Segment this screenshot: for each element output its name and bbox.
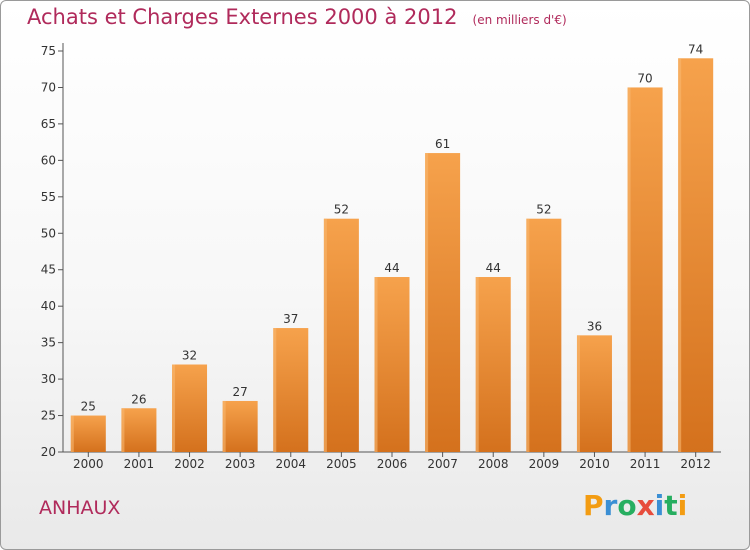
bar-highlight [323, 218, 327, 452]
bar-highlight [374, 277, 378, 452]
logo-letter: o [617, 489, 637, 522]
bar [222, 400, 258, 452]
x-tick-label: 2010 [579, 457, 610, 471]
y-tick-label: 75 [41, 44, 56, 58]
bar-value-label: 44 [486, 261, 501, 275]
chart-title-block: Achats et Charges Externes 2000 à 2012 (… [27, 5, 567, 29]
bar [273, 328, 309, 452]
x-tick-label: 2006 [377, 457, 408, 471]
y-tick-label: 60 [41, 153, 56, 167]
logo-letter: i [677, 489, 688, 522]
bar-highlight [526, 218, 530, 452]
bar-value-label: 32 [182, 349, 197, 363]
bar-value-label: 61 [435, 137, 450, 151]
x-tick-label: 2003 [225, 457, 256, 471]
y-tick-label: 55 [41, 190, 56, 204]
bar-value-label: 44 [384, 261, 399, 275]
bar [526, 218, 562, 452]
bar [70, 415, 106, 452]
x-tick-label: 2012 [680, 457, 711, 471]
bar-value-label: 26 [131, 392, 146, 406]
bar-value-label: 36 [587, 319, 602, 333]
y-tick-label: 45 [41, 263, 56, 277]
chart-unit: (en milliers d'€) [472, 13, 567, 27]
bar [425, 153, 461, 452]
x-tick-label: 2011 [630, 457, 661, 471]
bar [323, 218, 359, 452]
proxiti-logo: Proxiti [583, 489, 687, 522]
x-tick-label: 2007 [427, 457, 458, 471]
y-tick-label: 50 [41, 226, 56, 240]
bar-highlight [678, 58, 682, 453]
bar-highlight [70, 415, 74, 452]
logo-letter: P [583, 489, 604, 522]
bar-value-label: 37 [283, 312, 298, 326]
x-tick-label: 2009 [529, 457, 560, 471]
bar-value-label: 25 [81, 400, 96, 414]
x-tick-label: 2005 [326, 457, 357, 471]
bar [475, 277, 511, 452]
y-tick-label: 65 [41, 117, 56, 131]
y-tick-label: 30 [41, 372, 56, 386]
chart-title: Achats et Charges Externes 2000 à 2012 [27, 5, 458, 29]
bar [576, 335, 612, 452]
x-tick-label: 2004 [275, 457, 306, 471]
bar-highlight [121, 408, 125, 452]
bar-highlight [273, 328, 277, 452]
y-tick-label: 25 [41, 409, 56, 423]
bar [374, 277, 410, 452]
y-tick-label: 20 [41, 445, 56, 459]
bar-value-label: 74 [688, 42, 703, 56]
bar-highlight [576, 335, 580, 452]
bar [172, 364, 208, 452]
bar-highlight [172, 364, 176, 452]
bar-highlight [222, 400, 226, 452]
x-tick-label: 2008 [478, 457, 509, 471]
chart-bars: 25 26 32 27 37 52 44 61 44 52 36 70 74 [70, 42, 714, 453]
bar-value-label: 70 [637, 71, 652, 85]
y-tick-label: 35 [41, 336, 56, 350]
logo-letter: r [603, 489, 618, 522]
x-tick-label: 2002 [174, 457, 205, 471]
bar-highlight [425, 153, 429, 452]
bar [678, 58, 714, 453]
logo-letter: x [636, 489, 655, 522]
logo-letter: t [664, 489, 678, 522]
bar-value-label: 27 [233, 385, 248, 399]
bar [627, 87, 663, 453]
bar [121, 408, 157, 452]
x-tick-label: 2001 [124, 457, 155, 471]
logo-letter: i [654, 489, 665, 522]
y-tick-label: 40 [41, 299, 56, 313]
commune-name: ANHAUX [39, 497, 121, 519]
bar-highlight [475, 277, 479, 452]
y-tick-label: 70 [41, 80, 56, 94]
bar-value-label: 52 [536, 203, 551, 217]
bar-value-label: 52 [334, 203, 349, 217]
bar-highlight [627, 87, 631, 453]
chart-axes: 20 25 30 35 40 45 50 55 60 65 70 75 2000 2001 2002 2003… [41, 43, 721, 471]
x-tick-label: 2000 [73, 457, 104, 471]
